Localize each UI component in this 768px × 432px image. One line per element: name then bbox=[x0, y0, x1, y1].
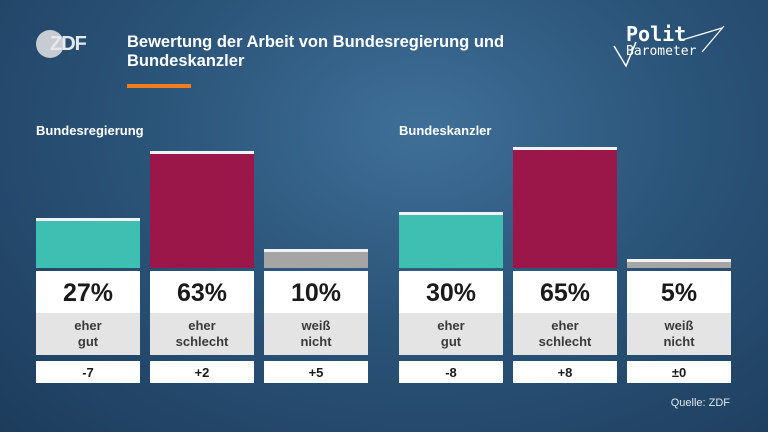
category-label-line: nicht bbox=[663, 334, 695, 349]
category-label-line: eher bbox=[74, 318, 102, 333]
bar-cap bbox=[264, 249, 368, 252]
change-label-0-2: +5 bbox=[264, 361, 368, 383]
category-label-0-1: eher schlecht bbox=[150, 313, 254, 355]
change-label-0-1: +2 bbox=[150, 361, 254, 383]
bar-0-1 bbox=[150, 151, 254, 268]
bar-cap bbox=[627, 259, 731, 262]
zdf-logo-circle-icon bbox=[36, 30, 64, 58]
category-label-line: eher bbox=[437, 318, 465, 333]
category-label-0-2: weiß nicht bbox=[264, 313, 368, 355]
zdf-logo-text: ZDF bbox=[50, 33, 87, 55]
value-label-1-2: 5% bbox=[627, 271, 731, 313]
group-label-bundesregierung: Bundesregierung bbox=[36, 123, 144, 138]
bar-0-2 bbox=[264, 249, 368, 268]
brand-line-1: Polit bbox=[626, 22, 687, 46]
bar-1-1 bbox=[513, 147, 617, 268]
category-label-line: schlecht bbox=[538, 334, 592, 349]
value-label-1-0: 30% bbox=[399, 271, 503, 313]
bar-cap bbox=[399, 212, 503, 215]
brand-line-2: Barometer bbox=[626, 44, 697, 59]
bar-0-0 bbox=[36, 218, 140, 268]
group-label-bundeskanzler: Bundeskanzler bbox=[399, 123, 492, 138]
change-label-1-2: ±0 bbox=[627, 361, 731, 383]
category-label-line: schlecht bbox=[175, 334, 229, 349]
politbarometer-check-icon bbox=[613, 25, 725, 68]
category-label-1-2: weiß nicht bbox=[627, 313, 731, 355]
category-label-line: gut bbox=[77, 334, 99, 349]
category-label-line: gut bbox=[440, 334, 462, 349]
value-label-0-2: 10% bbox=[264, 271, 368, 313]
bar-cap bbox=[150, 151, 254, 154]
category-label-0-0: eher gut bbox=[36, 313, 140, 355]
politbarometer-logo: Polit Barometer bbox=[612, 22, 732, 72]
category-label-line: eher bbox=[188, 318, 216, 333]
bar-cap bbox=[513, 147, 617, 150]
category-label-1-0: eher gut bbox=[399, 313, 503, 355]
category-label-line: weiß bbox=[301, 318, 331, 333]
category-label-1-1: eher schlecht bbox=[513, 313, 617, 355]
change-label-1-1: +8 bbox=[513, 361, 617, 383]
bar-1-0 bbox=[399, 212, 503, 268]
source-note: Quelle: ZDF bbox=[670, 397, 730, 409]
value-label-0-0: 27% bbox=[36, 271, 140, 313]
change-label-1-0: -8 bbox=[399, 361, 503, 383]
category-label-line: nicht bbox=[300, 334, 332, 349]
value-label-1-1: 65% bbox=[513, 271, 617, 313]
zdf-logo: ZDF bbox=[36, 30, 90, 58]
title-accent-line bbox=[127, 84, 191, 88]
category-label-line: eher bbox=[551, 318, 579, 333]
category-label-line: weiß bbox=[664, 318, 694, 333]
chart-title: Bewertung der Arbeit von Bundesregierung… bbox=[127, 33, 505, 70]
bar-1-2 bbox=[627, 259, 731, 268]
bar-cap bbox=[36, 218, 140, 221]
value-label-0-1: 63% bbox=[150, 271, 254, 313]
change-label-0-0: -7 bbox=[36, 361, 140, 383]
